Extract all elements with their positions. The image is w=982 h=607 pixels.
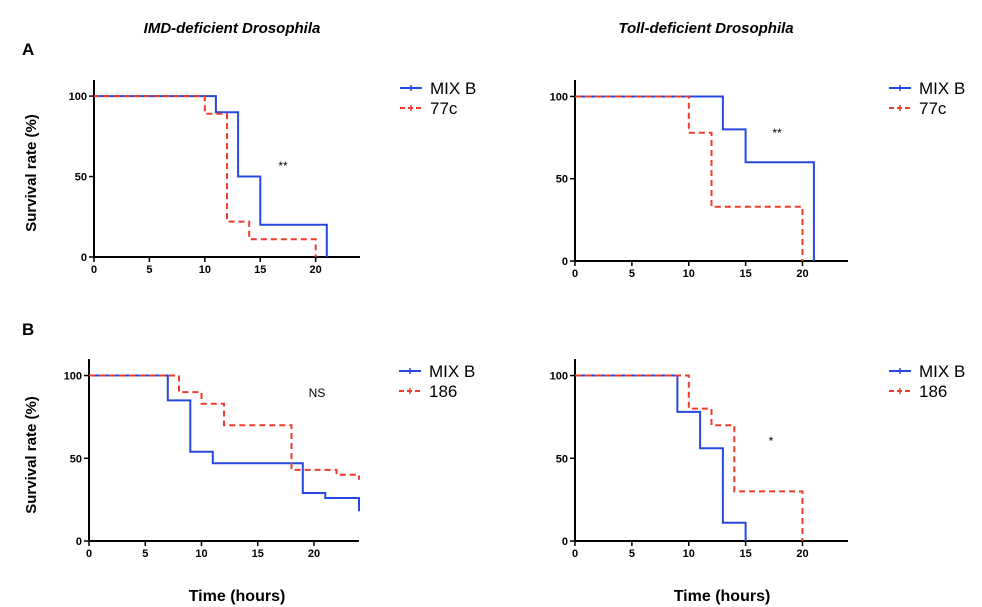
series-line-77c	[94, 95, 317, 257]
x-tick-label: 15	[254, 264, 266, 276]
y-tick-label: 50	[70, 453, 82, 465]
y-axis-label-row-a: Survival rate (%)	[23, 114, 40, 232]
y-tick-label: 0	[76, 536, 82, 548]
y-tick-label: 50	[556, 174, 568, 186]
y-tick-label: 0	[562, 536, 568, 548]
y-tick-label: 100	[550, 91, 568, 103]
x-tick-label: 15	[740, 548, 752, 560]
series-line-77c	[575, 95, 804, 261]
y-tick-label: 50	[556, 453, 568, 465]
x-tick-label: 10	[683, 548, 695, 560]
panel-label-a: A	[22, 40, 34, 59]
panel-label-b: B	[22, 320, 34, 339]
x-tick-label: 15	[740, 268, 752, 280]
x-tick-label: 0	[91, 264, 97, 276]
y-tick-label: 100	[69, 91, 87, 103]
x-axis-label-right: Time (hours)	[674, 588, 771, 605]
series-line-mix-b	[575, 95, 815, 261]
legend-label: 186	[919, 382, 947, 401]
series-line-186	[89, 374, 360, 480]
significance-annotation: **	[772, 126, 782, 140]
legend-label: MIX B	[919, 362, 965, 381]
x-tick-label: 5	[146, 264, 152, 276]
y-tick-label: 0	[81, 252, 87, 264]
series-line-mix-b	[575, 374, 747, 541]
x-tick-label: 5	[142, 548, 148, 560]
significance-annotation: **	[278, 159, 288, 173]
y-tick-label: 0	[562, 256, 568, 268]
x-tick-label: 10	[199, 264, 211, 276]
y-tick-label: 100	[64, 371, 82, 383]
series-line-mix-b	[89, 374, 360, 512]
x-tick-label: 20	[308, 548, 320, 560]
x-tick-label: 0	[86, 548, 92, 560]
x-tick-label: 20	[310, 264, 322, 276]
x-tick-label: 15	[252, 548, 264, 560]
legend-label: 77c	[430, 99, 458, 118]
series-line-mix-b	[94, 95, 328, 257]
x-tick-label: 0	[572, 268, 578, 280]
legend-label: 186	[429, 382, 457, 401]
significance-annotation: NS	[309, 386, 326, 400]
y-tick-label: 50	[75, 172, 87, 184]
x-tick-label: 5	[629, 268, 635, 280]
significance-annotation: *	[769, 434, 774, 448]
x-tick-label: 20	[796, 548, 808, 560]
legend-label: MIX B	[430, 79, 476, 98]
x-tick-label: 10	[195, 548, 207, 560]
x-axis-label-left: Time (hours)	[189, 588, 286, 605]
legend-label: MIX B	[429, 362, 475, 381]
column-title-imd: IMD-deficient Drosophila	[144, 20, 321, 37]
y-axis-label-row-b: Survival rate (%)	[23, 396, 40, 514]
y-tick-label: 100	[550, 371, 568, 383]
legend-label: 77c	[919, 99, 947, 118]
x-tick-label: 5	[629, 548, 635, 560]
x-tick-label: 0	[572, 548, 578, 560]
x-tick-label: 10	[683, 268, 695, 280]
x-tick-label: 20	[796, 268, 808, 280]
column-title-toll: Toll-deficient Drosophila	[618, 20, 793, 37]
legend-label: MIX B	[919, 79, 965, 98]
series-line-186	[575, 374, 804, 541]
